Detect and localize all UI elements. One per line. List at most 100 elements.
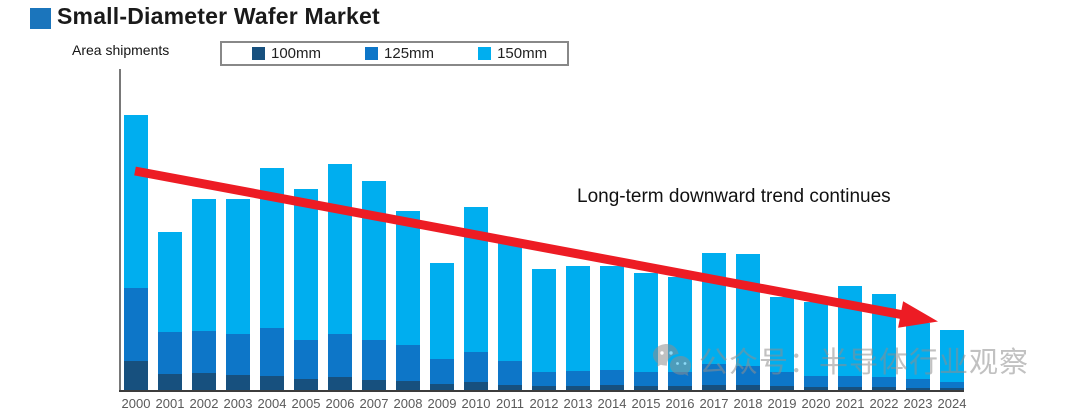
bar-segment-125mm-2020 xyxy=(804,376,828,387)
bar-segment-100mm-2016 xyxy=(668,386,692,391)
bar-segment-125mm-2007 xyxy=(362,340,386,380)
legend-item-150mm: 150mm xyxy=(478,45,547,62)
bar-segment-150mm-2008 xyxy=(396,211,420,345)
page-title: Small-Diameter Wafer Market xyxy=(57,3,380,29)
bar-segment-150mm-2006 xyxy=(328,164,352,334)
bar-segment-100mm-2010 xyxy=(464,382,488,391)
title-bullet-square xyxy=(30,8,51,29)
x-tick-label-2011: 2011 xyxy=(496,396,524,411)
bar-segment-125mm-2009 xyxy=(430,359,454,384)
bar-segment-125mm-2011 xyxy=(498,361,522,385)
bar-segment-150mm-2024 xyxy=(940,330,964,382)
bar-segment-100mm-2005 xyxy=(294,379,318,391)
bar-segment-100mm-2011 xyxy=(498,385,522,391)
x-tick-label-2005: 2005 xyxy=(291,396,321,411)
bar-segment-100mm-2004 xyxy=(260,376,284,391)
bar-segment-150mm-2001 xyxy=(158,232,182,332)
x-tick-label-2016: 2016 xyxy=(665,396,695,411)
bar-segment-100mm-2022 xyxy=(872,387,896,391)
bar-segment-125mm-2022 xyxy=(872,377,896,387)
x-tick-label-2019: 2019 xyxy=(767,396,797,411)
bar-segment-100mm-2014 xyxy=(600,385,624,391)
bar-segment-100mm-2015 xyxy=(634,386,658,391)
bar-segment-100mm-2017 xyxy=(702,385,726,391)
x-tick-label-2004: 2004 xyxy=(257,396,287,411)
y-axis-line xyxy=(119,69,121,391)
legend-item-100mm: 100mm xyxy=(252,45,321,62)
x-tick-label-2006: 2006 xyxy=(325,396,355,411)
bar-segment-150mm-2007 xyxy=(362,181,386,340)
x-tick-label-2001: 2001 xyxy=(155,396,185,411)
bar-segment-100mm-2002 xyxy=(192,373,216,391)
bar-segment-100mm-2013 xyxy=(566,386,590,391)
bar-segment-150mm-2000 xyxy=(124,115,148,288)
bar-segment-150mm-2009 xyxy=(430,263,454,359)
bar-segment-100mm-2024 xyxy=(940,388,964,391)
legend-swatch-150mm xyxy=(478,47,492,60)
x-tick-label-2007: 2007 xyxy=(359,396,389,411)
bar-segment-100mm-2001 xyxy=(158,374,182,391)
legend-item-125mm: 125mm xyxy=(365,45,434,62)
x-tick-label-2014: 2014 xyxy=(597,396,627,411)
legend-label: 100mm xyxy=(271,45,322,62)
wechat-icon xyxy=(653,344,691,376)
bar-segment-150mm-2023 xyxy=(906,323,930,379)
bar-segment-125mm-2005 xyxy=(294,340,318,379)
x-tick-label-2003: 2003 xyxy=(223,396,253,411)
x-tick-label-2023: 2023 xyxy=(903,396,933,411)
x-tick-label-2008: 2008 xyxy=(393,396,423,411)
x-tick-label-2000: 2000 xyxy=(121,396,151,411)
bar-segment-150mm-2004 xyxy=(260,168,284,328)
x-axis-line xyxy=(119,390,964,392)
bar-segment-150mm-2005 xyxy=(294,189,318,340)
x-tick-label-2012: 2012 xyxy=(529,396,559,411)
bar-segment-100mm-2012 xyxy=(532,386,556,391)
bar-segment-125mm-2024 xyxy=(940,382,964,388)
bar-segment-150mm-2002 xyxy=(192,199,216,331)
x-tick-label-2024: 2024 xyxy=(937,396,967,411)
x-tick-label-2020: 2020 xyxy=(801,396,831,411)
bar-segment-125mm-2006 xyxy=(328,334,352,377)
watermark: 公众号：半导体行业观察 xyxy=(652,339,1029,381)
bar-segment-125mm-2004 xyxy=(260,328,284,376)
bar-segment-100mm-2000 xyxy=(124,361,148,391)
legend-label: 150mm xyxy=(497,45,548,62)
bar-segment-125mm-2018 xyxy=(736,366,760,385)
legend-label: 125mm xyxy=(384,45,435,62)
bar-segment-150mm-2010 xyxy=(464,207,488,352)
bar-segment-125mm-2010 xyxy=(464,352,488,382)
bar-segment-125mm-2008 xyxy=(396,345,420,381)
bar-segment-125mm-2002 xyxy=(192,331,216,373)
bar-segment-125mm-2001 xyxy=(158,332,182,374)
y-axis-label: Area shipments xyxy=(72,42,170,58)
bar-segment-125mm-2016 xyxy=(668,372,692,386)
x-tick-label-2017: 2017 xyxy=(699,396,729,411)
bar-segment-125mm-2012 xyxy=(532,372,556,386)
bar-segment-100mm-2008 xyxy=(396,381,420,391)
bar-segment-125mm-2015 xyxy=(634,372,658,386)
bar-segment-125mm-2003 xyxy=(226,334,250,375)
bar-segment-125mm-2000 xyxy=(124,288,148,361)
bar-segment-100mm-2006 xyxy=(328,377,352,391)
bar-segment-125mm-2019 xyxy=(770,372,794,386)
bar-segment-100mm-2020 xyxy=(804,387,828,391)
bar-segment-150mm-2012 xyxy=(532,269,556,372)
bar-segment-150mm-2014 xyxy=(600,266,624,370)
legend-swatch-125mm xyxy=(365,47,379,60)
x-tick-label-2010: 2010 xyxy=(461,396,491,411)
bar-segment-100mm-2018 xyxy=(736,385,760,391)
x-tick-label-2002: 2002 xyxy=(189,396,219,411)
bar-segment-100mm-2007 xyxy=(362,380,386,391)
trend-annotation: Long-term downward trend continues xyxy=(577,186,891,207)
bar-segment-100mm-2023 xyxy=(906,388,930,391)
x-tick-label-2015: 2015 xyxy=(631,396,661,411)
legend-swatch-100mm xyxy=(252,47,265,60)
bar-segment-125mm-2017 xyxy=(702,364,726,385)
bar-segment-100mm-2003 xyxy=(226,375,250,391)
watermark-text: 公众号：半导体行业观察 xyxy=(699,347,1030,379)
x-tick-label-2013: 2013 xyxy=(563,396,593,411)
x-tick-label-2022: 2022 xyxy=(869,396,899,411)
x-tick-label-2009: 2009 xyxy=(427,396,457,411)
bar-segment-150mm-2011 xyxy=(498,242,522,361)
